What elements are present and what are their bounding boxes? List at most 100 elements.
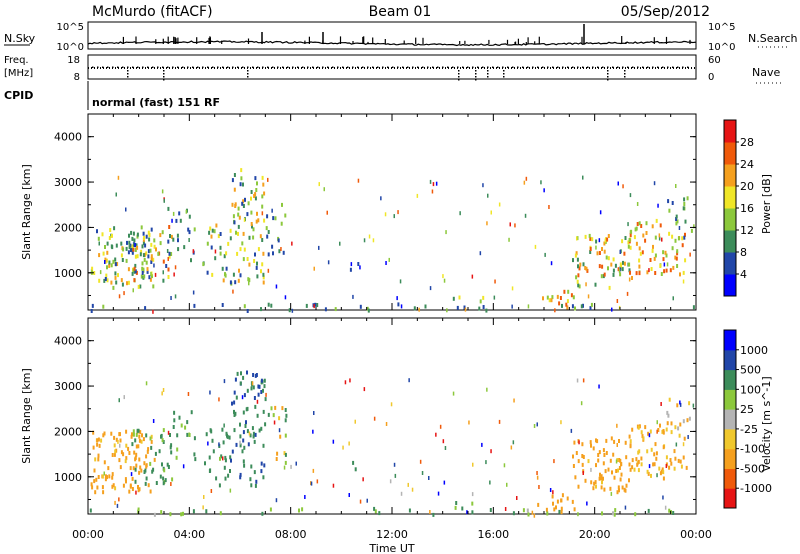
range-cell [126,240,128,245]
range-cell [162,270,164,275]
range-cell [133,243,136,248]
range-cell [223,465,226,470]
range-cell [522,508,525,513]
range-cell [536,422,538,427]
range-cell [125,258,128,263]
range-cell [586,268,589,273]
range-cell [597,453,600,457]
range-cell [612,268,615,273]
range-cell [237,278,240,283]
range-cell [693,224,695,229]
range-cell [662,495,664,500]
range-cell [578,440,580,445]
range-cell [578,266,581,271]
range-cell [593,481,596,486]
range-cell [613,475,616,480]
range-cell [267,177,269,182]
nave-dot [632,66,634,68]
range-cell [171,218,173,223]
range-cell [566,305,569,310]
nave-dot [392,66,394,68]
nave-dot [277,66,279,68]
range-cell [679,422,682,427]
range-cell [257,247,260,252]
range-cell [603,453,606,457]
range-cell [459,211,461,216]
range-cell [144,306,147,311]
range-cell [584,234,587,239]
range-cell [638,271,641,276]
range-cell [125,456,128,461]
range-cell [127,267,130,272]
range-cell [668,465,671,470]
range-cell [133,238,136,243]
nave-dot [127,73,129,75]
range-cell [152,257,155,262]
range-cell [134,263,137,268]
range-cell [136,232,139,237]
range-cell [147,483,150,488]
range-cell [129,466,132,471]
range-cell [234,411,237,416]
nave-dot [487,73,489,75]
range-cell [115,243,118,248]
range-cell [163,198,165,203]
nave-dot [147,66,149,68]
range-cell [533,513,536,518]
range-cell [90,309,93,313]
range-cell [628,262,631,267]
range-cell [223,379,226,384]
range-cell [104,477,107,482]
range-cell [108,263,111,268]
range-cell [560,498,563,503]
nave-dot [642,66,644,68]
range-cell [233,428,236,433]
range-cell [250,210,253,215]
range-cell [342,445,344,450]
range-cell [121,258,124,262]
range-cell [682,206,685,211]
range-cell [601,511,603,516]
range-cell [600,274,603,279]
range-cell [366,306,369,311]
range-cell [666,262,669,267]
nave-dot [627,66,629,68]
nave-dot [637,66,639,68]
range-cell [101,232,104,237]
nave-dot [163,73,165,75]
nave-dot [672,66,674,68]
range-cell [648,464,651,469]
time-tick-label: 08:00 [275,528,307,541]
nave-dot [367,66,369,68]
range-cell [263,218,266,223]
range-cell [479,251,482,256]
nave-dot [92,66,94,68]
range-cell [611,470,613,475]
range-cell [243,393,246,398]
range-cell [560,420,562,425]
range-cell [675,221,678,226]
range-cell [272,413,275,418]
range-cell [647,431,650,436]
range-cell [305,303,308,308]
range-cell [102,251,105,256]
range-cell [662,429,665,433]
range-cell [617,485,620,490]
range-cell [120,278,123,283]
range-cell [662,257,665,262]
range-cell [586,501,588,506]
range-cell [94,490,97,495]
nave-dot [137,66,139,68]
range-cell [149,248,152,253]
range-cell [618,488,620,493]
range-cell [237,206,240,211]
range-cell [649,258,652,262]
range-cell [131,236,134,241]
range-cell [543,188,545,193]
range-cell [682,279,685,284]
range-cell [161,462,163,467]
range-cell [327,260,330,265]
nave-dot [512,66,514,68]
range-cell [104,259,107,264]
range-cell [142,437,145,442]
